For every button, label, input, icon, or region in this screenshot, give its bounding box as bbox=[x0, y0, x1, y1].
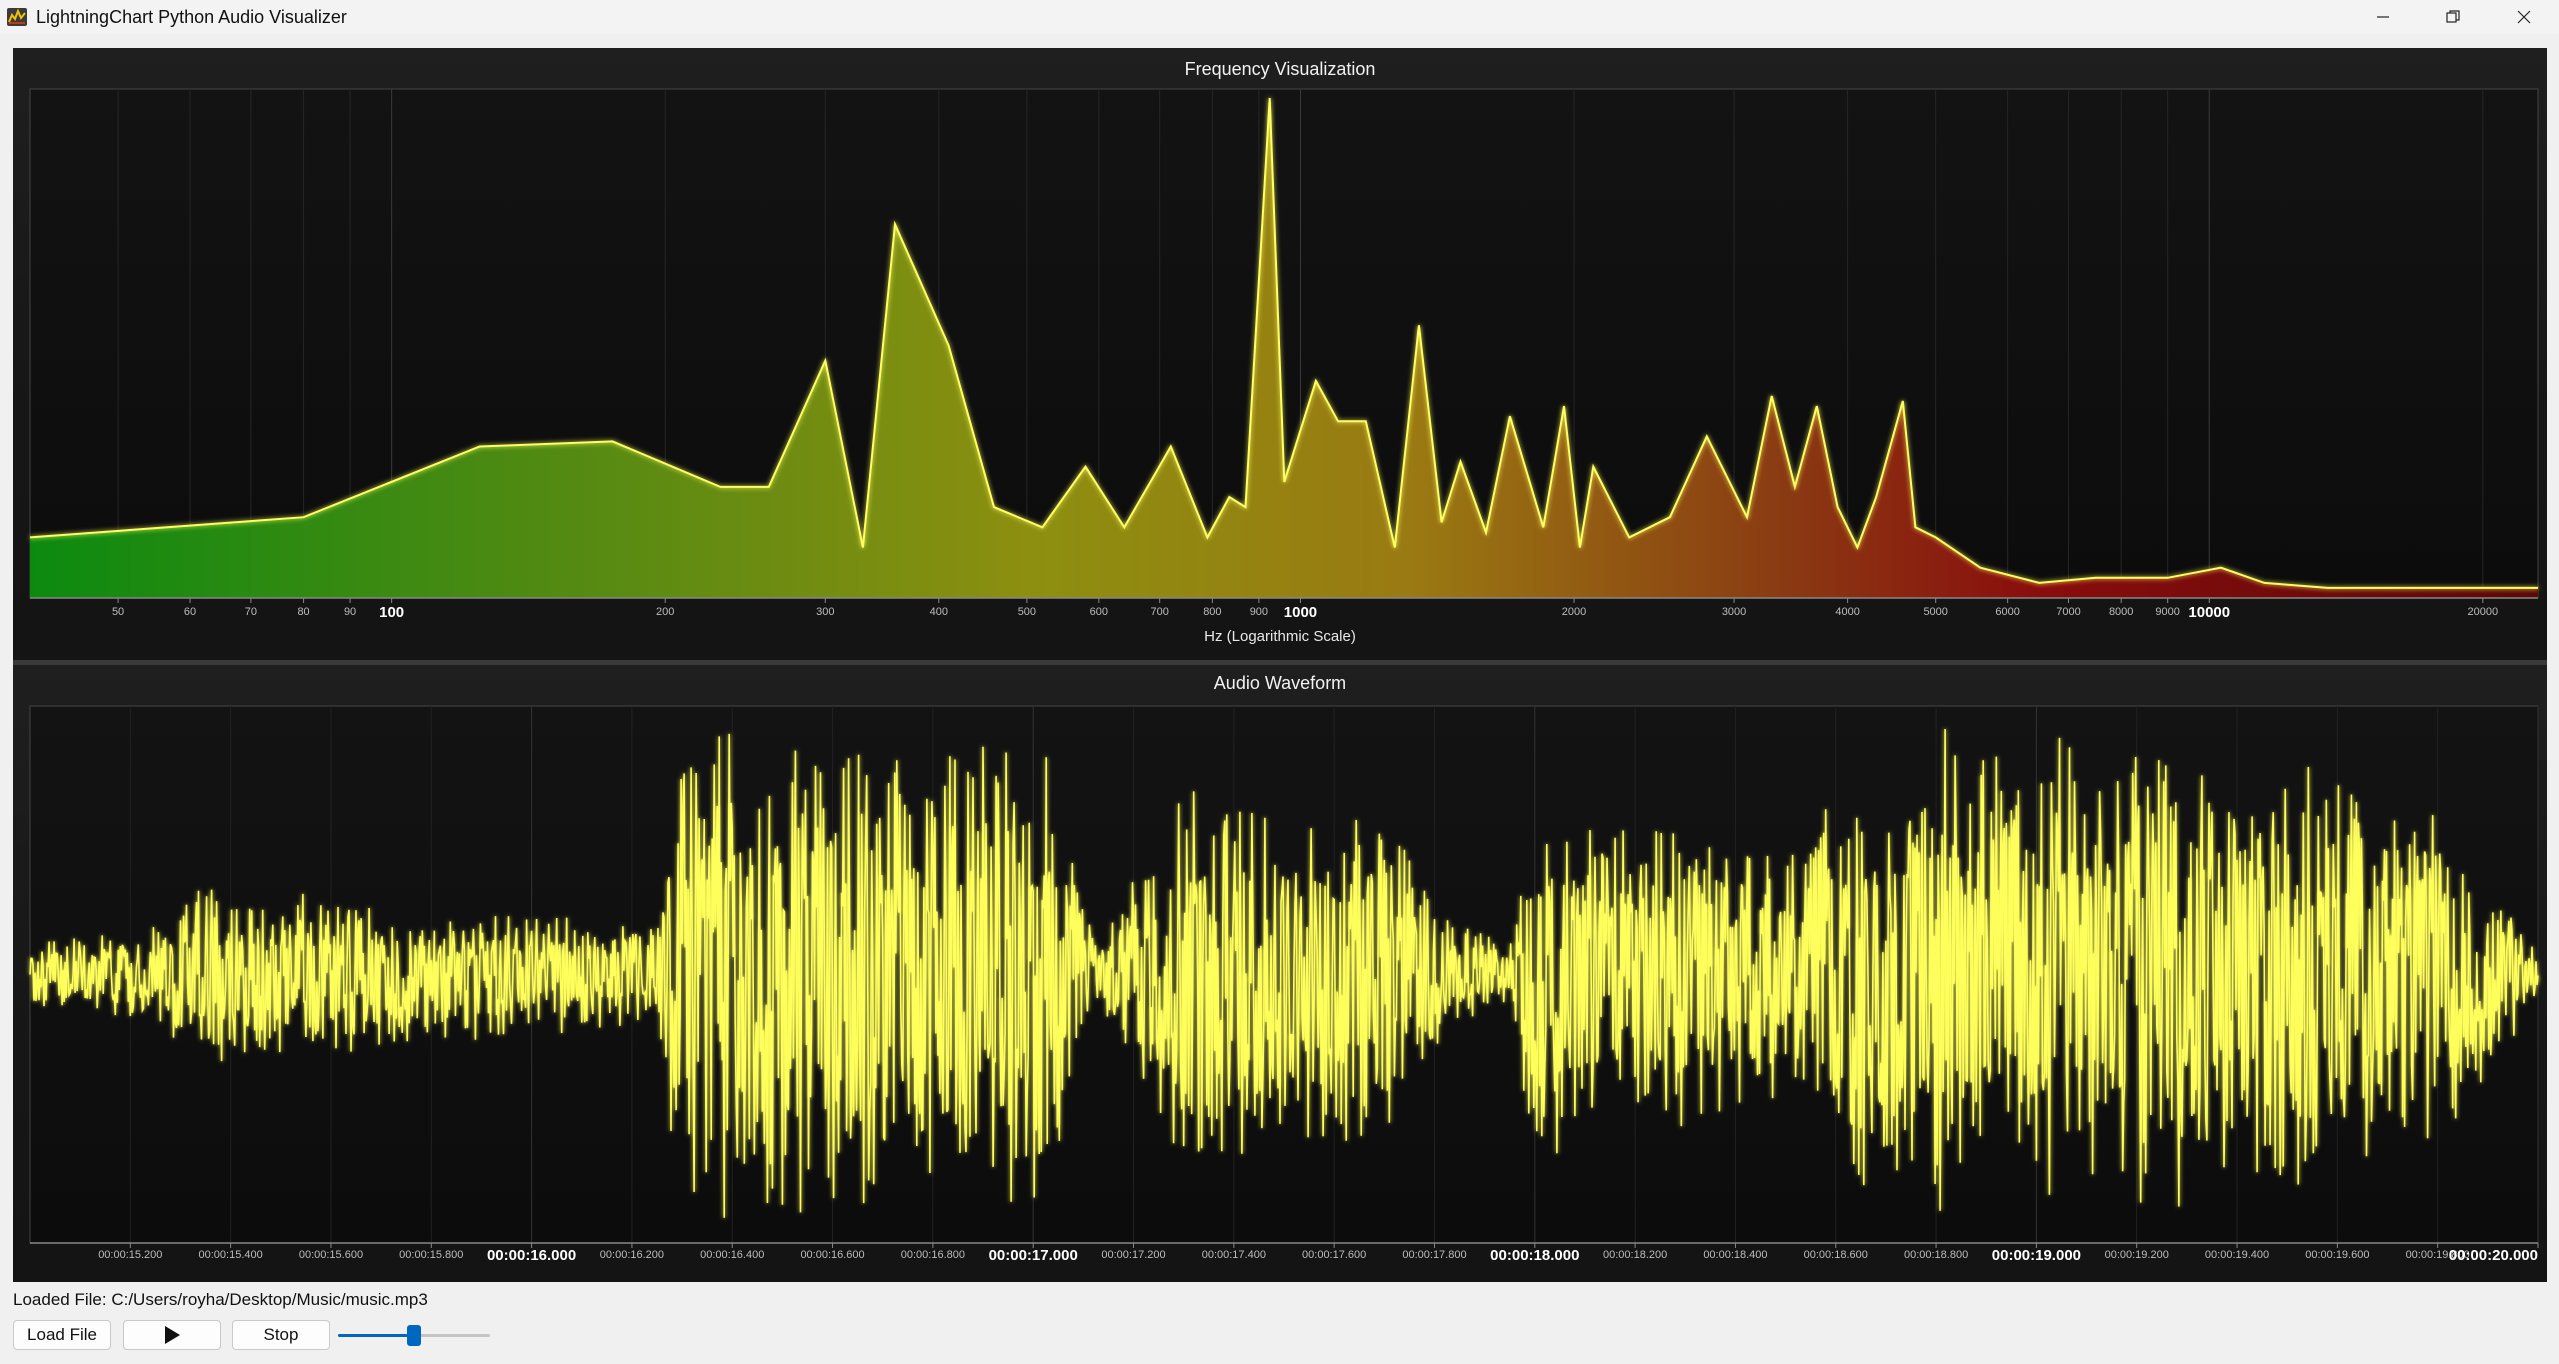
frequency-tick-label: 90 bbox=[344, 606, 356, 618]
waveform-tick-label: 00:00:19.600 bbox=[2305, 1249, 2369, 1261]
frequency-chart-panel: Frequency Visualization 50 60 70 80 90 100 200… bbox=[13, 48, 2547, 660]
waveform-tick-label: 00:00:19.200 bbox=[2105, 1249, 2169, 1261]
waveform-tick-label: 00:00:18.200 bbox=[1603, 1249, 1667, 1261]
waveform-tick-label: 00:00:19.000 bbox=[1992, 1247, 2081, 1264]
play-icon bbox=[165, 1326, 180, 1344]
stop-button[interactable]: Stop bbox=[232, 1320, 330, 1350]
loaded-file-label: Loaded File: bbox=[13, 1290, 107, 1309]
minimize-icon bbox=[2377, 16, 2389, 18]
frequency-tick-label: 2000 bbox=[1562, 606, 1586, 618]
loaded-file-path: C:/Users/royha/Desktop/Music/music.mp3 bbox=[111, 1290, 428, 1309]
waveform-tick-label: 00:00:15.400 bbox=[199, 1249, 263, 1261]
title-bar: LightningChart Python Audio Visualizer bbox=[0, 0, 2559, 34]
waveform-tick-label: 00:00:19.400 bbox=[2205, 1249, 2269, 1261]
frequency-x-ticks: 50 60 70 80 90 100 200 300 400 500 600 700 800 900 100… bbox=[112, 598, 2498, 621]
waveform-tick-label: 00:00:15.800 bbox=[399, 1249, 463, 1261]
waveform-tick-label: 00:00:15.200 bbox=[98, 1249, 162, 1261]
frequency-tick-label: 8000 bbox=[2109, 606, 2133, 618]
frequency-tick-label: 300 bbox=[816, 606, 834, 618]
frequency-tick-label: 50 bbox=[112, 606, 124, 618]
waveform-tick-label: 00:00:17.600 bbox=[1302, 1249, 1366, 1261]
frequency-chart-title: Frequency Visualization bbox=[1185, 59, 1376, 79]
restore-icon bbox=[2446, 10, 2460, 23]
waveform-tick-label: 00:00:16.400 bbox=[700, 1249, 764, 1261]
frequency-tick-label: 3000 bbox=[1722, 606, 1746, 618]
waveform-chart-panel: Audio Waveform 00:00:15.200 00:00:15.400 0… bbox=[13, 665, 2547, 1282]
frequency-tick-label: 60 bbox=[184, 606, 196, 618]
app-icon bbox=[7, 8, 27, 26]
frequency-tick-label: 9000 bbox=[2155, 606, 2179, 618]
volume-slider-fill bbox=[338, 1334, 414, 1337]
frequency-area bbox=[30, 98, 2538, 598]
frequency-x-axis-label: Hz (Logarithmic Scale) bbox=[1204, 628, 1356, 645]
frequency-tick-label: 1000 bbox=[1284, 604, 1317, 621]
waveform-chart: Audio Waveform 00:00:15.200 00:00:15.400 0… bbox=[29, 673, 2539, 1264]
frequency-tick-label: 7000 bbox=[2056, 606, 2080, 618]
frequency-tick-label: 80 bbox=[297, 606, 309, 618]
frequency-tick-label: 700 bbox=[1150, 606, 1168, 618]
frequency-tick-label: 5000 bbox=[1923, 606, 1947, 618]
frequency-tick-label: 500 bbox=[1018, 606, 1036, 618]
waveform-tick-label: 00:00:17.800 bbox=[1402, 1249, 1466, 1261]
waveform-line bbox=[29, 728, 2539, 1218]
frequency-tick-label: 4000 bbox=[1835, 606, 1859, 618]
waveform-chart-title: Audio Waveform bbox=[1214, 673, 1346, 693]
frequency-tick-label: 200 bbox=[656, 606, 674, 618]
frequency-tick-label: 70 bbox=[245, 606, 257, 618]
waveform-tick-label: 00:00:16.000 bbox=[487, 1247, 576, 1264]
load-file-button[interactable]: Load File bbox=[13, 1320, 111, 1350]
minimize-button[interactable] bbox=[2348, 0, 2418, 34]
frequency-chart: Frequency Visualization 50 60 70 80 90 100 200… bbox=[29, 59, 2539, 645]
close-icon bbox=[2517, 10, 2531, 24]
frequency-tick-label: 6000 bbox=[1995, 606, 2019, 618]
frequency-tick-label: 600 bbox=[1090, 606, 1108, 618]
volume-slider-thumb[interactable] bbox=[407, 1325, 421, 1346]
frequency-tick-label: 400 bbox=[930, 606, 948, 618]
frequency-tick-label: 100 bbox=[379, 604, 404, 621]
waveform-tick-label: 00:00:17.200 bbox=[1101, 1249, 1165, 1261]
waveform-tick-label: 00:00:16.600 bbox=[800, 1249, 864, 1261]
waveform-tick-label: 00:00:19.800 bbox=[2406, 1249, 2470, 1261]
loaded-file-text: Loaded File: C:/Users/royha/Desktop/Musi… bbox=[13, 1290, 428, 1310]
waveform-tick-label: 00:00:18.600 bbox=[1804, 1249, 1868, 1261]
waveform-tick-label: 00:00:17.000 bbox=[989, 1247, 1078, 1264]
frequency-tick-label: 900 bbox=[1250, 606, 1268, 618]
waveform-tick-label: 00:00:17.400 bbox=[1202, 1249, 1266, 1261]
waveform-tick-label: 00:00:20.000 bbox=[2449, 1247, 2538, 1264]
frequency-tick-label: 10000 bbox=[2188, 604, 2230, 621]
frequency-tick-label: 800 bbox=[1203, 606, 1221, 618]
close-button[interactable] bbox=[2489, 0, 2559, 34]
waveform-tick-label: 00:00:18.000 bbox=[1490, 1247, 1579, 1264]
waveform-tick-label: 00:00:18.800 bbox=[1904, 1249, 1968, 1261]
window-title: LightningChart Python Audio Visualizer bbox=[36, 6, 347, 27]
waveform-tick-label: 00:00:16.800 bbox=[901, 1249, 965, 1261]
chart-divider bbox=[13, 660, 2547, 665]
waveform-tick-label: 00:00:18.400 bbox=[1703, 1249, 1767, 1261]
frequency-line bbox=[29, 98, 2538, 589]
waveform-tick-label: 00:00:15.600 bbox=[299, 1249, 363, 1261]
waveform-x-ticks: 00:00:15.200 00:00:15.400 00:00:15.600 00:0… bbox=[98, 1243, 2539, 1264]
play-button[interactable] bbox=[123, 1320, 221, 1350]
restore-button[interactable] bbox=[2418, 0, 2488, 34]
waveform-tick-label: 00:00:16.200 bbox=[600, 1249, 664, 1261]
frequency-tick-label: 20000 bbox=[2468, 606, 2499, 618]
